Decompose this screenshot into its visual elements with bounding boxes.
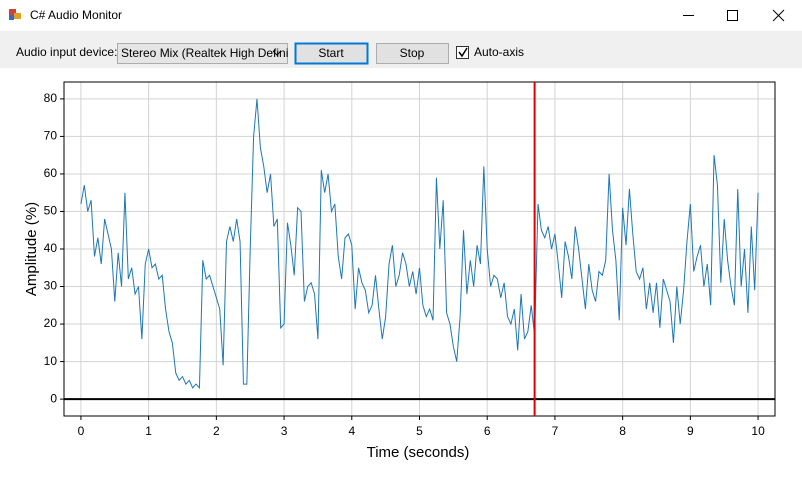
x-tick-label: 7 <box>552 424 559 438</box>
y-tick-label: 60 <box>44 166 58 180</box>
plot-panel <box>0 68 802 482</box>
x-tick-label: 3 <box>281 424 288 438</box>
x-tick-label: 5 <box>416 424 423 438</box>
close-button[interactable] <box>772 9 785 22</box>
x-tick-label: 2 <box>213 424 220 438</box>
x-tick-label: 8 <box>619 424 626 438</box>
x-tick-label: 1 <box>145 424 152 438</box>
y-tick-label: 70 <box>44 129 58 143</box>
device-combobox[interactable]: Stereo Mix (Realtek High Defini <box>117 43 289 64</box>
x-tick-label: 9 <box>687 424 694 438</box>
y-tick-label: 0 <box>50 391 57 405</box>
y-tick-label: 50 <box>44 204 58 218</box>
plot-frame <box>63 81 776 417</box>
window-title: C# Audio Monitor <box>30 8 122 22</box>
device-label: Audio input device: <box>16 45 117 59</box>
maximize-button[interactable] <box>727 10 738 21</box>
y-tick-label: 30 <box>44 279 58 293</box>
auto-axis-checkbox[interactable]: Auto-axis <box>456 45 525 59</box>
app-icon <box>9 9 21 20</box>
stop-label: Stop <box>400 46 425 60</box>
auto-axis-label: Auto-axis <box>474 45 524 59</box>
stop-button[interactable]: Stop <box>376 43 449 64</box>
x-tick-label: 4 <box>348 424 355 438</box>
start-button[interactable]: Start <box>294 42 369 65</box>
start-label: Start <box>318 46 344 60</box>
title-bar <box>0 0 802 31</box>
y-tick-label: 20 <box>44 316 58 330</box>
y-axis-label: Amplitude (%) <box>23 202 40 296</box>
x-tick-label: 6 <box>484 424 491 438</box>
x-axis-label: Time (seconds) <box>367 444 470 461</box>
x-tick-label: 10 <box>751 424 765 438</box>
x-tick-label: 0 <box>78 424 85 438</box>
y-tick-label: 10 <box>44 354 58 368</box>
data-line <box>80 98 759 390</box>
device-value: Stereo Mix (Realtek High Defini <box>121 46 288 60</box>
y-tick-label: 40 <box>44 241 58 255</box>
y-tick-label: 80 <box>44 91 58 105</box>
checkmark <box>458 47 468 58</box>
